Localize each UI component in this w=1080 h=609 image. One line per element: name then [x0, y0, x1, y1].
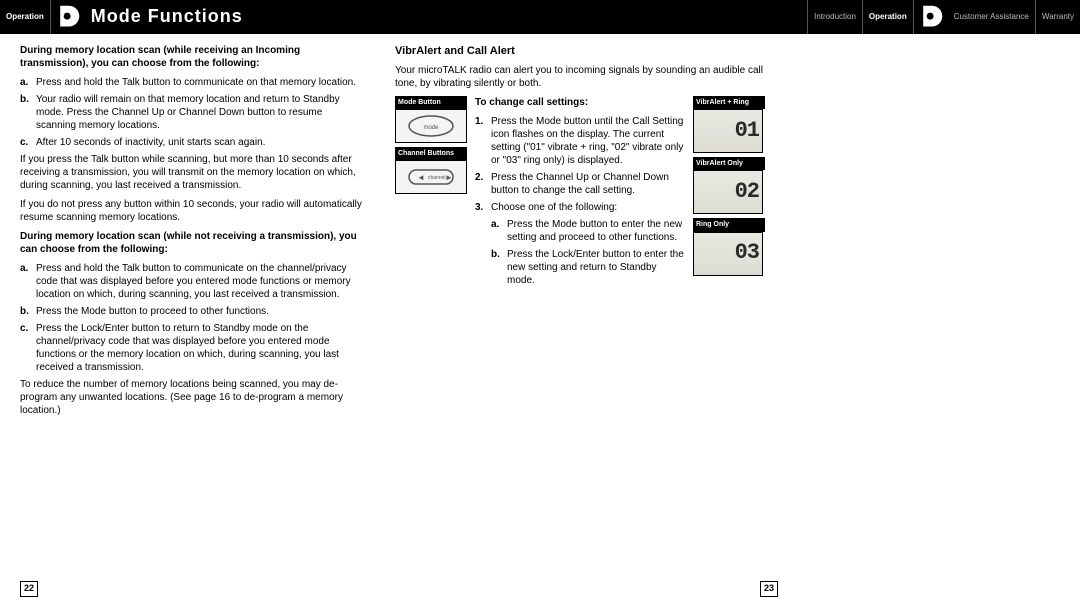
- list-marker: b.: [20, 93, 36, 132]
- right-title: VibrAlert and Call Alert: [395, 44, 765, 58]
- svg-text:◄: ◄: [417, 173, 425, 182]
- page-title: Mode Functions: [85, 0, 808, 34]
- list-marker: b.: [20, 305, 36, 318]
- list-item: b. Your radio will remain on that memory…: [20, 93, 365, 132]
- list-marker: a.: [20, 76, 36, 89]
- lcd-screen-icon: 03: [693, 232, 763, 276]
- list-marker: b.: [491, 248, 507, 287]
- list-text: Press the Mode button until the Call Set…: [491, 115, 685, 167]
- right-intro: Your microTALK radio can alert you to in…: [395, 64, 765, 90]
- lcd-value: 01: [735, 117, 759, 146]
- list-item: a. Press and hold the Talk button to com…: [20, 262, 365, 301]
- diagram-label: Mode Button: [395, 96, 467, 109]
- diagram-label: VibrAlert + Ring: [693, 96, 765, 109]
- left-para-3: To reduce the number of memory locations…: [20, 378, 365, 417]
- list-text: Your radio will remain on that memory lo…: [36, 93, 365, 132]
- left-heading-2: During memory location scan (while not r…: [20, 230, 365, 256]
- diagram-label: Ring Only: [693, 218, 765, 231]
- list-marker: c.: [20, 322, 36, 374]
- header-icon-right: [914, 0, 948, 34]
- list-text: Press and hold the Talk button to commun…: [36, 262, 365, 301]
- tab-introduction: Introduction: [808, 0, 863, 34]
- list-text: Press the Mode button to proceed to othe…: [36, 305, 365, 318]
- mode-button-icon: mode: [395, 109, 467, 143]
- lcd-ring-only: Ring Only 03: [693, 218, 765, 275]
- lcd-vibralert-ring: VibrAlert + Ring 01: [693, 96, 765, 153]
- list-marker: c.: [20, 136, 36, 149]
- list-item: 2. Press the Channel Up or Channel Down …: [475, 171, 685, 197]
- channel-buttons-diagram: Channel Buttons ◄channel►: [395, 147, 467, 194]
- left-para-1: If you press the Talk button while scann…: [20, 153, 365, 192]
- tab-warranty: Warranty: [1036, 0, 1080, 34]
- list-text: Press the Mode button to enter the new s…: [507, 218, 685, 244]
- diagram-label: Channel Buttons: [395, 147, 467, 160]
- left-para-2: If you do not press any button within 10…: [20, 198, 365, 224]
- lcd-value: 02: [735, 178, 759, 207]
- list-marker: 3.: [475, 201, 491, 214]
- lcd-vibralert-only: VibrAlert Only 02: [693, 157, 765, 214]
- list-item: b. Press the Mode button to proceed to o…: [20, 305, 365, 318]
- tab-customer-assistance: Customer Assistance: [948, 0, 1036, 34]
- tab-operation-left: Operation: [0, 0, 51, 34]
- list-marker: 2.: [475, 171, 491, 197]
- button-diagrams: Mode Button mode Channel Buttons ◄channe…: [395, 96, 467, 291]
- list-marker: 1.: [475, 115, 491, 167]
- list-text: Press and hold the Talk button to commun…: [36, 76, 365, 89]
- lcd-screen-icon: 01: [693, 109, 763, 153]
- header-icon-left: [51, 0, 85, 34]
- list-item: c. Press the Lock/Enter button to return…: [20, 322, 365, 374]
- list-item: b. Press the Lock/Enter button to enter …: [491, 248, 685, 287]
- content-area: During memory location scan (while recei…: [0, 34, 1080, 423]
- list-text: Press the Channel Up or Channel Down but…: [491, 171, 685, 197]
- page-number-right: 23: [760, 581, 778, 597]
- list-text: Press the Lock/Enter button to enter the…: [507, 248, 685, 287]
- right-steps: To change call settings: 1. Press the Mo…: [475, 96, 685, 291]
- list-item: 3. Choose one of the following:: [475, 201, 685, 214]
- right-subheading: To change call settings:: [475, 96, 685, 109]
- list-item: 1. Press the Mode button until the Call …: [475, 115, 685, 167]
- lcd-diagrams: VibrAlert + Ring 01 VibrAlert Only 02 Ri…: [693, 96, 765, 291]
- list-item: c. After 10 seconds of inactivity, unit …: [20, 136, 365, 149]
- left-heading-1: During memory location scan (while recei…: [20, 44, 365, 70]
- tab-operation-right: Operation: [863, 0, 914, 34]
- svg-text:►: ►: [445, 173, 453, 182]
- lcd-value: 03: [735, 239, 759, 268]
- svg-text:channel: channel: [428, 175, 446, 181]
- list-marker: a.: [491, 218, 507, 244]
- svg-text:mode: mode: [423, 125, 439, 131]
- header-bar: Operation Mode Functions Introduction Op…: [0, 0, 1080, 34]
- mode-button-diagram: Mode Button mode: [395, 96, 467, 143]
- list-item: a. Press and hold the Talk button to com…: [20, 76, 365, 89]
- page-number-left: 22: [20, 581, 38, 597]
- list-item: a. Press the Mode button to enter the ne…: [491, 218, 685, 244]
- left-column: During memory location scan (while recei…: [20, 44, 365, 423]
- lcd-screen-icon: 02: [693, 170, 763, 214]
- list-marker: a.: [20, 262, 36, 301]
- list-text: Choose one of the following:: [491, 201, 685, 214]
- diagram-label: VibrAlert Only: [693, 157, 765, 170]
- list-text: Press the Lock/Enter button to return to…: [36, 322, 365, 374]
- channel-buttons-icon: ◄channel►: [395, 160, 467, 194]
- list-text: After 10 seconds of inactivity, unit sta…: [36, 136, 365, 149]
- right-column: VibrAlert and Call Alert Your microTALK …: [395, 44, 765, 423]
